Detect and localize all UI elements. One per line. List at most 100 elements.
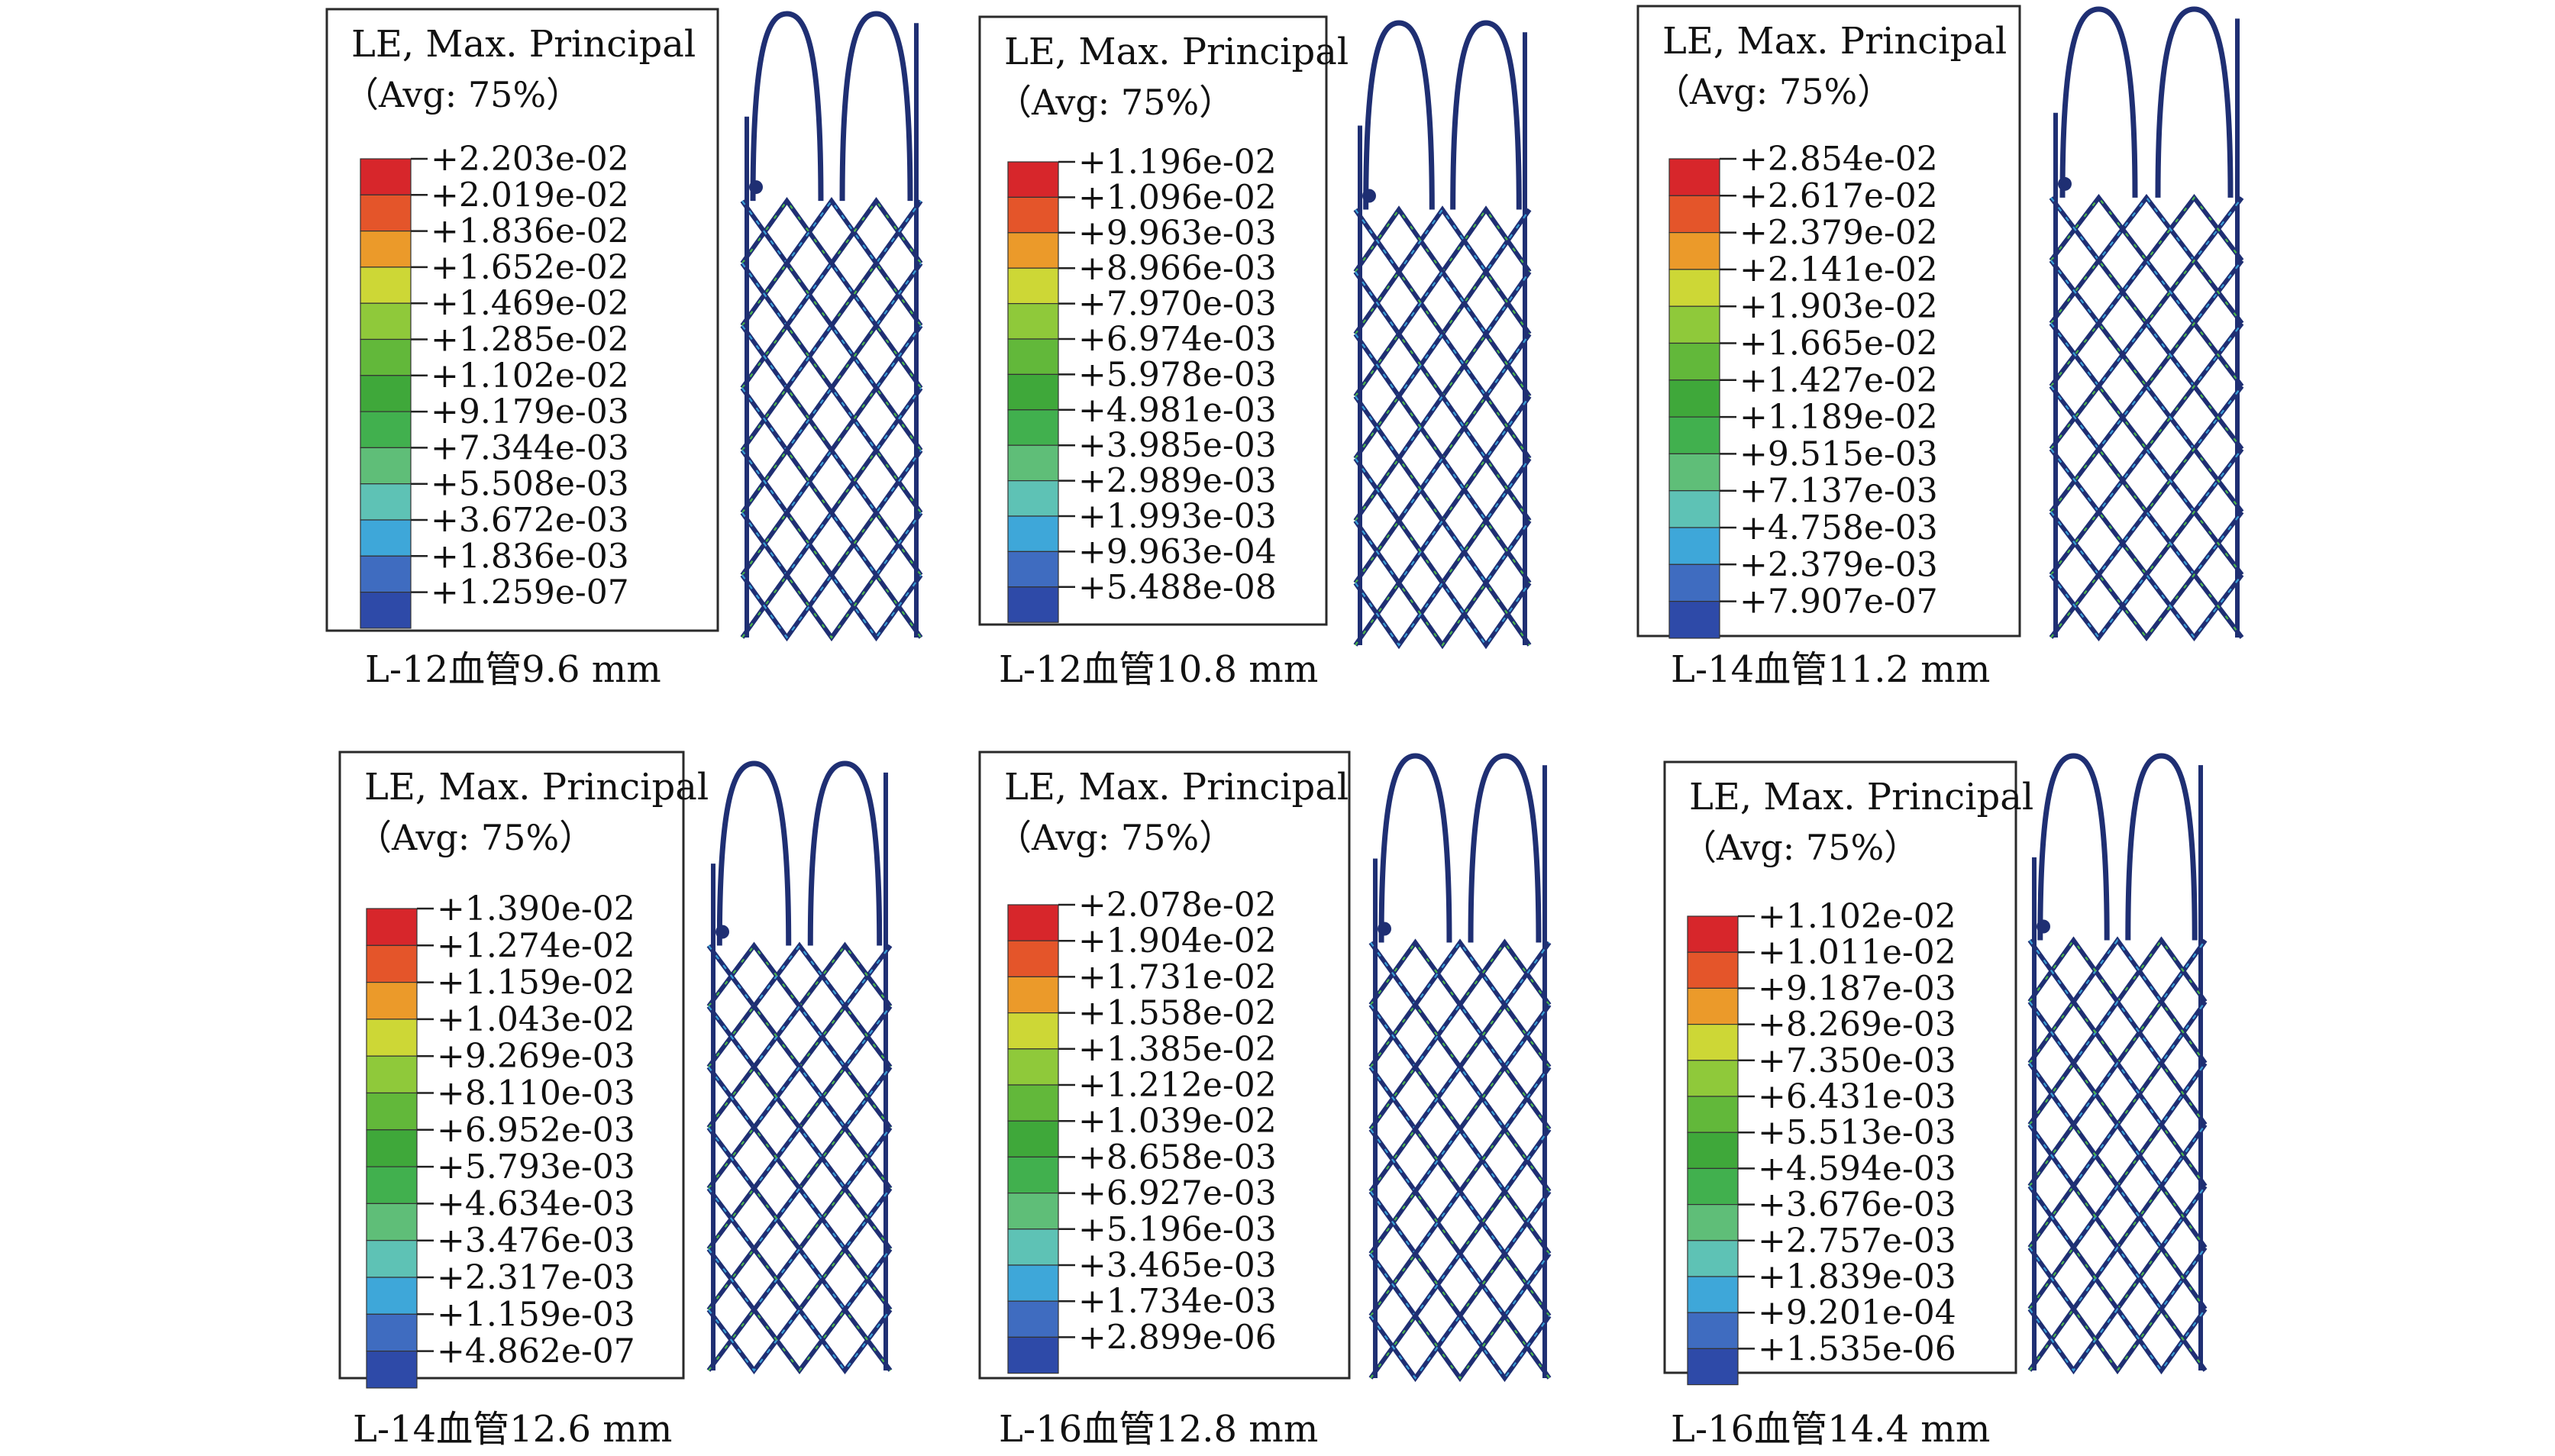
stent-marker <box>715 925 729 939</box>
stent-strut <box>740 259 923 330</box>
colorbar-swatch <box>1668 305 1720 344</box>
stent-strut <box>706 941 893 1011</box>
stent-strain-highlight <box>2050 447 2243 514</box>
colorbar-swatch <box>1668 195 1720 234</box>
stent-mesh <box>706 941 893 1375</box>
colorbar-swatch <box>1687 1276 1739 1313</box>
stent-strut <box>1353 454 1532 525</box>
stent-strain-highlight <box>2029 1123 2206 1188</box>
stent-strain-highlight <box>1355 332 1530 398</box>
stent-strut <box>1368 938 1552 1009</box>
stent-model <box>2027 753 2208 1375</box>
colorbar-tick-label: +7.137e-03 <box>1739 472 1938 511</box>
stent-strain-highlight <box>1370 1003 1550 1069</box>
colorbar-tick-label: +1.839e-03 <box>1758 1257 1956 1296</box>
colorbar-swatch <box>1687 1167 1739 1206</box>
legend-avg: （Avg: 75%） <box>996 817 1234 858</box>
stent-strain-highlight <box>2050 510 2243 576</box>
stent-crown-arch <box>1468 753 1542 943</box>
stent-strut <box>1353 205 1532 276</box>
stent-strut <box>706 1306 893 1375</box>
colorbar-swatch <box>1687 1023 1739 1061</box>
stent-strain-highlight <box>2029 1184 2206 1249</box>
panel-caption: L-14血管11.2 mm <box>1671 648 1990 691</box>
colorbar-tick-label: +4.981e-03 <box>1078 391 1277 430</box>
stent-strain-highlight <box>741 324 922 390</box>
stent-strain-highlight <box>1355 208 1530 273</box>
stent-strain-highlight <box>741 199 922 265</box>
legend-avg: （Avg: 75%） <box>357 817 594 858</box>
stent-crown-arch <box>2059 6 2138 198</box>
stent-mesh <box>2027 936 2208 1375</box>
colorbar-swatch <box>1668 269 1720 307</box>
stent-strain-highlight <box>708 1248 891 1312</box>
stent-strut <box>2049 570 2244 641</box>
stent-strain-highlight <box>2050 196 2243 263</box>
colorbar-swatch <box>1007 1048 1059 1086</box>
colorbar-tick-label: +6.952e-03 <box>437 1111 635 1150</box>
stent-strain-highlight <box>2029 1000 2206 1065</box>
colorbar-swatch <box>1687 1203 1739 1241</box>
stent-strain-highlight <box>2029 1246 2206 1311</box>
stent-strut <box>2027 936 2208 1006</box>
stent-strut <box>740 384 923 455</box>
stent-strut <box>740 446 923 517</box>
colorbar-swatch <box>1007 409 1059 446</box>
stent-strain-highlight <box>1370 1003 1550 1069</box>
stent-strain-highlight <box>741 386 922 452</box>
colorbar-tick-label: +1.043e-02 <box>437 1000 635 1039</box>
colorbar-swatch <box>1687 1132 1739 1169</box>
colorbar-swatch <box>1687 987 1739 1025</box>
stent-strain-highlight <box>1355 395 1530 460</box>
colorbar-swatch <box>1007 479 1059 517</box>
colorbar-swatch <box>1668 379 1720 418</box>
legend-title: LE, Max. Principal <box>1004 766 1349 809</box>
stent-mesh <box>2049 193 2244 641</box>
colorbar-tick-label: +1.904e-02 <box>1078 922 1277 960</box>
colorbar-swatch <box>360 411 412 448</box>
colorbar-swatch <box>360 591 412 629</box>
stent-strut <box>1368 1063 1552 1134</box>
colorbar-tick-label: +1.285e-02 <box>431 321 629 360</box>
stent-strut <box>706 1184 893 1254</box>
colorbar-swatch <box>1007 940 1059 977</box>
stent-strut <box>2049 382 2244 454</box>
colorbar-tick-label: +4.862e-07 <box>437 1332 635 1371</box>
stent-strain-highlight <box>2029 1061 2206 1126</box>
stent-model <box>1353 20 1532 650</box>
colorbar-tick-label: +1.731e-02 <box>1078 957 1277 996</box>
colorbar-swatch <box>1007 1156 1059 1194</box>
stent-strain-highlight <box>708 944 891 1008</box>
panel-caption: L-16血管12.8 mm <box>999 1408 1318 1451</box>
stent-strut <box>1353 579 1532 650</box>
stent-strut <box>706 1063 893 1132</box>
colorbar-swatch <box>1668 342 1720 381</box>
colorbar-tick-label: +2.854e-02 <box>1739 140 1938 179</box>
stent-strut <box>1368 1063 1552 1134</box>
colorbar-swatch <box>366 944 418 983</box>
stent-strut <box>706 1184 893 1254</box>
colorbar-swatch <box>366 1129 418 1167</box>
colorbar-tick-label: +2.078e-02 <box>1078 886 1277 925</box>
legend-title: LE, Max. Principal <box>1689 776 2033 818</box>
colorbar-tick-label: +9.515e-03 <box>1739 434 1938 473</box>
stent-strain-highlight <box>1370 941 1550 1006</box>
colorbar-tick-label: +1.039e-02 <box>1078 1102 1277 1141</box>
stent-strain-highlight <box>2029 938 2206 1003</box>
colorbar-tick-label: +5.978e-03 <box>1078 355 1277 394</box>
stent-strut <box>706 1002 893 1071</box>
stent-strut <box>1368 938 1552 1009</box>
stent-strut <box>2027 1120 2208 1190</box>
colorbar-tick-label: +9.187e-03 <box>1758 969 1956 1008</box>
stent-strut <box>706 1245 893 1314</box>
stent-strain-highlight <box>2050 259 2243 325</box>
colorbar-swatch <box>360 447 412 485</box>
colorbar-tick-label: +1.189e-02 <box>1739 398 1938 437</box>
stent-strut <box>740 196 923 267</box>
colorbar-swatch <box>1668 416 1720 454</box>
colorbar-swatch <box>360 338 412 376</box>
colorbar-swatch <box>366 908 418 946</box>
stent-strain-highlight <box>1370 1065 1550 1131</box>
stent-strain-highlight <box>1355 581 1530 647</box>
stent-marker <box>1362 189 1376 203</box>
